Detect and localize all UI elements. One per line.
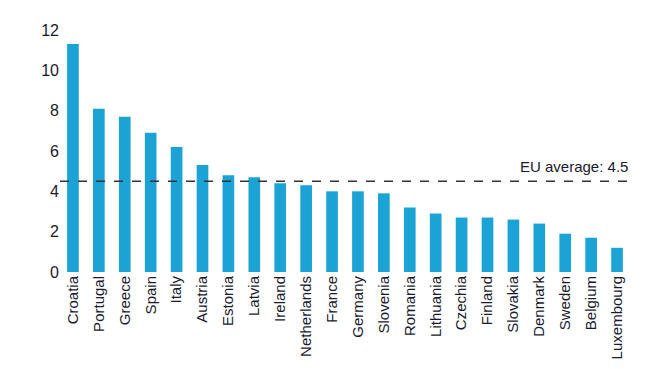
svg-text:Sweden: Sweden bbox=[556, 276, 573, 330]
svg-text:10: 10 bbox=[41, 62, 59, 79]
svg-text:4: 4 bbox=[50, 183, 59, 200]
svg-text:Luxembourg: Luxembourg bbox=[608, 276, 625, 359]
svg-text:Denmark: Denmark bbox=[530, 276, 547, 337]
svg-text:2: 2 bbox=[50, 223, 59, 240]
svg-text:Belgium: Belgium bbox=[582, 276, 599, 330]
svg-text:Germany: Germany bbox=[349, 276, 366, 338]
svg-text:Romania: Romania bbox=[401, 275, 418, 336]
svg-text:Estonia: Estonia bbox=[219, 275, 236, 326]
svg-text:Slovakia: Slovakia bbox=[504, 275, 521, 332]
svg-text:Portugal: Portugal bbox=[90, 276, 107, 332]
svg-text:8: 8 bbox=[50, 102, 59, 119]
svg-text:EU average: 4.5: EU average: 4.5 bbox=[520, 158, 628, 175]
svg-text:Spain: Spain bbox=[142, 276, 159, 314]
svg-text:12: 12 bbox=[41, 22, 59, 39]
svg-text:0: 0 bbox=[50, 264, 59, 281]
svg-text:France: France bbox=[323, 276, 340, 323]
svg-text:Slovenia: Slovenia bbox=[375, 275, 392, 333]
svg-text:Croatia: Croatia bbox=[64, 275, 81, 324]
svg-text:6: 6 bbox=[50, 143, 59, 160]
svg-text:Czechia: Czechia bbox=[452, 275, 469, 330]
svg-text:Italy: Italy bbox=[167, 276, 184, 304]
svg-text:Greece: Greece bbox=[116, 276, 133, 325]
svg-text:Austria: Austria bbox=[193, 275, 210, 322]
svg-text:Netherlands: Netherlands bbox=[297, 276, 314, 357]
svg-text:Ireland: Ireland bbox=[271, 276, 288, 322]
svg-text:Lithuania: Lithuania bbox=[427, 275, 444, 337]
svg-text:Latvia: Latvia bbox=[245, 275, 262, 316]
svg-text:Finland: Finland bbox=[478, 276, 495, 325]
